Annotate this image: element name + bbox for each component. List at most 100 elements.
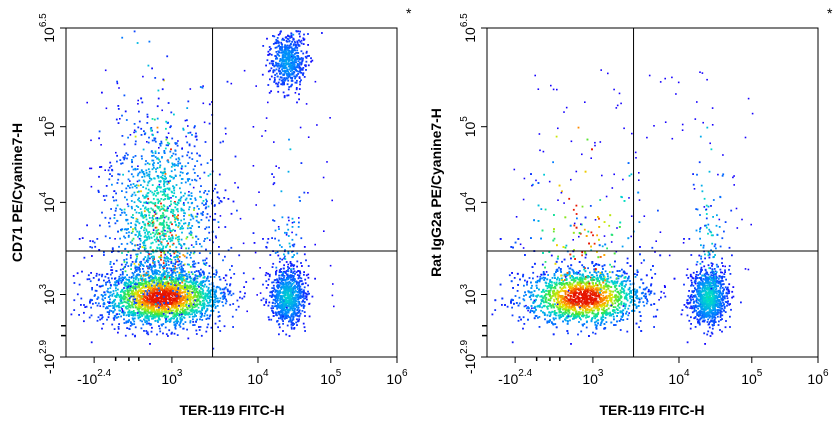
data-point	[219, 297, 222, 300]
data-point	[281, 57, 284, 59]
data-point	[196, 205, 199, 208]
data-point	[172, 228, 175, 231]
data-point	[138, 120, 141, 123]
data-point	[166, 259, 169, 262]
data-point	[123, 294, 125, 297]
data-point	[164, 238, 166, 240]
data-point	[297, 304, 300, 307]
data-point	[140, 263, 143, 265]
data-point	[162, 204, 165, 207]
data-point	[129, 321, 132, 323]
data-point	[293, 312, 296, 315]
data-point	[101, 211, 103, 214]
data-point	[157, 198, 160, 201]
data-point	[176, 302, 179, 304]
data-point	[184, 192, 186, 195]
data-point	[142, 179, 145, 182]
data-point	[188, 232, 191, 235]
data-point	[111, 323, 114, 326]
data-point	[158, 291, 161, 294]
data-point	[300, 71, 303, 74]
data-point	[291, 250, 293, 253]
data-point	[291, 226, 294, 228]
data-point	[158, 217, 161, 220]
data-point	[158, 304, 161, 307]
data-point	[121, 289, 123, 292]
data-point	[153, 293, 155, 296]
data-point	[191, 281, 194, 284]
data-point	[202, 299, 204, 302]
data-point	[173, 321, 175, 324]
data-point	[133, 277, 135, 279]
data-point	[200, 316, 203, 318]
data-point	[161, 230, 164, 233]
data-point	[148, 180, 151, 182]
data-point	[172, 185, 174, 188]
data-point	[163, 309, 166, 312]
data-point	[277, 291, 280, 294]
data-point	[304, 315, 306, 317]
data-point	[146, 320, 148, 323]
data-point	[148, 236, 151, 239]
data-point	[146, 293, 149, 296]
data-point	[111, 302, 114, 304]
data-point	[158, 288, 160, 290]
data-point	[284, 78, 287, 81]
data-point	[280, 46, 283, 48]
data-point	[147, 276, 150, 279]
data-point	[135, 289, 138, 292]
data-point	[226, 283, 228, 286]
data-point	[270, 318, 273, 321]
data-point	[214, 307, 217, 309]
data-point	[125, 258, 128, 261]
data-point	[110, 208, 112, 210]
data-point	[162, 323, 165, 325]
data-point	[151, 184, 154, 186]
data-point	[141, 246, 144, 248]
data-point	[154, 310, 157, 313]
data-point	[84, 306, 87, 308]
data-point	[158, 180, 161, 183]
data-point	[123, 208, 126, 211]
data-point	[96, 304, 99, 307]
data-point	[287, 314, 289, 317]
data-point	[295, 290, 298, 293]
data-point	[291, 304, 294, 307]
data-point	[290, 268, 293, 270]
data-point	[130, 222, 132, 224]
data-point	[183, 215, 185, 217]
data-point	[160, 293, 162, 296]
data-point	[175, 320, 178, 323]
data-point	[194, 135, 197, 138]
data-point	[294, 287, 297, 290]
data-point	[121, 114, 123, 117]
data-point	[219, 278, 222, 281]
data-point	[174, 315, 176, 318]
data-point	[298, 39, 300, 42]
data-point	[182, 274, 185, 277]
data-point	[159, 248, 161, 251]
data-point	[276, 295, 279, 297]
data-point	[286, 275, 289, 278]
data-point	[152, 218, 155, 221]
data-point	[98, 175, 100, 178]
data-point	[113, 315, 116, 317]
data-point	[125, 232, 128, 234]
data-point	[215, 297, 217, 300]
data-point	[203, 285, 205, 288]
data-point	[175, 310, 178, 313]
data-point	[295, 51, 298, 54]
data-point	[217, 286, 220, 289]
data-point	[229, 284, 231, 287]
data-point	[164, 265, 167, 268]
data-point	[162, 190, 164, 193]
data-point	[198, 272, 201, 274]
data-point	[290, 265, 292, 267]
data-point	[292, 289, 295, 292]
data-point	[161, 234, 164, 237]
data-point	[138, 285, 140, 288]
data-point	[209, 173, 212, 176]
data-point	[127, 291, 129, 294]
data-point	[150, 301, 152, 303]
data-point	[140, 227, 142, 230]
